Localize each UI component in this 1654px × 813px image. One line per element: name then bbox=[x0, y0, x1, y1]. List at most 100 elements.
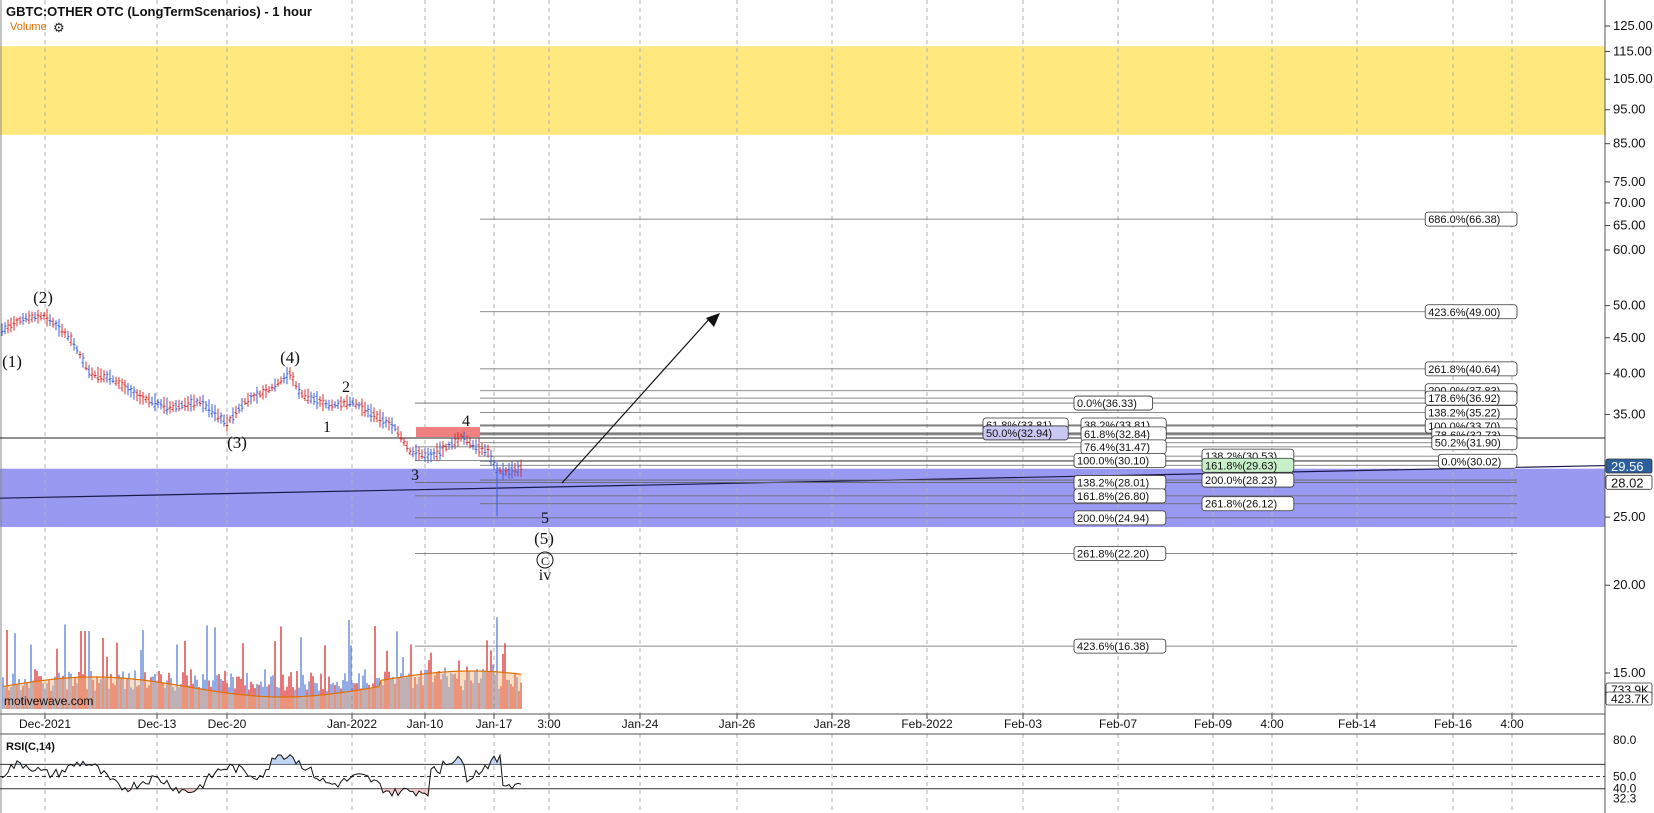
fib-label: 200.0%(24.94) bbox=[1077, 513, 1149, 525]
y-tick-label: 60.00 bbox=[1613, 242, 1646, 257]
fib-label: 261.8%(40.64) bbox=[1428, 364, 1500, 376]
y-tick-label: 95.00 bbox=[1613, 102, 1646, 117]
rsi-axis-label: 50.0 bbox=[1613, 770, 1637, 784]
wave-label: (4) bbox=[280, 348, 300, 367]
x-tick-label: Jan-24 bbox=[622, 717, 659, 731]
x-tick-label: Feb-2022 bbox=[901, 717, 953, 731]
y-tick-label: 45.00 bbox=[1613, 330, 1646, 345]
volume-avg-line bbox=[2, 670, 522, 698]
fib-label: 138.2%(28.01) bbox=[1077, 477, 1149, 489]
x-tick-label: Feb-14 bbox=[1338, 717, 1376, 731]
fib-label: 100.0%(30.10) bbox=[1077, 455, 1149, 467]
x-tick-label: Jan-2022 bbox=[327, 717, 377, 731]
price-tag-box bbox=[1605, 458, 1653, 474]
fib-label: 161.8%(29.63) bbox=[1205, 460, 1277, 472]
fib-label-box bbox=[1424, 304, 1518, 320]
fib-label: 50.0%(32.94) bbox=[986, 428, 1052, 440]
y-tick-label: 50.00 bbox=[1613, 298, 1646, 313]
wave-c-circle bbox=[536, 551, 554, 569]
fib-label: 178.6%(36.92) bbox=[1428, 393, 1500, 405]
rsi-axis-label: 80.0 bbox=[1613, 733, 1637, 747]
wave-label: (2) bbox=[33, 288, 53, 307]
watermark: motivewave.com bbox=[4, 694, 94, 708]
fib-label-box bbox=[1431, 435, 1518, 451]
fib-label: 261.8%(26.12) bbox=[1205, 499, 1277, 511]
wave-label: C bbox=[541, 554, 549, 568]
gear-icon[interactable]: ⚙ bbox=[53, 20, 65, 35]
blue-support-zone bbox=[0, 468, 1605, 528]
fib-label-box bbox=[1201, 496, 1295, 512]
y-tick-label: 105.00 bbox=[1613, 71, 1653, 86]
volume-avg-area bbox=[3, 671, 522, 709]
y-tick-label: 35.00 bbox=[1613, 406, 1646, 421]
rsi-oversold-fill bbox=[2, 788, 522, 796]
fib-label-box bbox=[1073, 395, 1153, 411]
rsi-axis-label: 40.0 bbox=[1613, 782, 1637, 796]
rsi-title: RSI(C,14) bbox=[6, 741, 55, 753]
arrow-head bbox=[706, 313, 720, 327]
x-tick-label: Feb-16 bbox=[1434, 717, 1472, 731]
chart-title: GBTC:OTHER OTC (LongTermScenarios) - 1 h… bbox=[6, 4, 312, 19]
price-tag: 29.56 bbox=[1611, 459, 1644, 474]
fib-label-box bbox=[1073, 545, 1167, 561]
fib-label: 161.8%(26.80) bbox=[1077, 491, 1149, 503]
volume-label[interactable]: Volume bbox=[10, 21, 47, 33]
wave-label: 2 bbox=[342, 379, 350, 396]
y-tick-label: 65.00 bbox=[1613, 218, 1646, 233]
fib-label: 76.4%(31.47) bbox=[1084, 442, 1150, 454]
fib-label-box bbox=[1073, 453, 1167, 468]
x-tick-label: 4:00 bbox=[1500, 717, 1524, 731]
x-tick-label: Dec-20 bbox=[208, 717, 247, 731]
fib-label-box bbox=[1073, 510, 1167, 526]
wave-label: iv bbox=[539, 567, 551, 584]
x-tick-label: Feb-07 bbox=[1099, 717, 1137, 731]
fib-label-box bbox=[982, 425, 1069, 441]
rsi-axis-label: 32.3 bbox=[1613, 791, 1637, 805]
fib-label-box bbox=[1424, 211, 1518, 227]
trendline bbox=[0, 464, 1606, 499]
y-tick-label: 25.00 bbox=[1613, 509, 1646, 524]
price-tag: 28.02 bbox=[1611, 475, 1644, 490]
wave-label: 4 bbox=[462, 413, 470, 430]
projection-arrow bbox=[561, 315, 713, 484]
fib-label-box bbox=[1201, 472, 1295, 488]
fib-label-box bbox=[1073, 488, 1167, 504]
wave-label: (1) bbox=[2, 352, 22, 371]
wave-label: (5) bbox=[534, 529, 554, 548]
y-tick-label: 115.00 bbox=[1613, 43, 1652, 58]
fib-label: 423.6%(16.38) bbox=[1077, 641, 1149, 653]
fib-label: 200.0%(28.23) bbox=[1205, 475, 1277, 487]
red-marker-box bbox=[416, 427, 480, 437]
y-tick-label: 20.00 bbox=[1613, 577, 1646, 592]
fib-label: 423.6%(49.00) bbox=[1428, 307, 1500, 319]
x-tick-label: 4:00 bbox=[1260, 717, 1284, 731]
x-tick-label: Feb-09 bbox=[1194, 717, 1232, 731]
fib-label-box bbox=[1438, 453, 1518, 469]
volume-tag-box bbox=[1605, 691, 1653, 706]
y-tick-label: 125.00 bbox=[1613, 18, 1653, 33]
fib-label: 61.8%(32.84) bbox=[1084, 429, 1150, 441]
wave-label: 1 bbox=[323, 419, 331, 436]
x-tick-label: Dec-13 bbox=[138, 717, 177, 731]
wave-label: (3) bbox=[227, 433, 247, 452]
yellow-target-zone bbox=[0, 46, 1605, 135]
fib-label-box bbox=[1201, 457, 1295, 473]
x-tick-label: Jan-17 bbox=[476, 717, 513, 731]
wave-label: 5 bbox=[541, 510, 549, 527]
fib-label-box bbox=[1073, 638, 1167, 654]
wave-label: 3 bbox=[411, 467, 419, 484]
fib-label-box bbox=[1424, 361, 1518, 377]
price-bars bbox=[0, 308, 523, 480]
x-tick-label: Jan-26 bbox=[719, 717, 756, 731]
y-tick-label: 75.00 bbox=[1613, 174, 1646, 189]
volume-tag: 423.7K bbox=[1611, 692, 1649, 706]
x-tick-label: Jan-28 bbox=[814, 717, 851, 731]
y-tick-label: 15.00 bbox=[1613, 665, 1646, 680]
fib-label: 50.2%(31.90) bbox=[1435, 438, 1501, 450]
price-tag-box bbox=[1605, 474, 1653, 490]
rsi-line bbox=[1, 753, 522, 797]
y-tick-label: 40.00 bbox=[1613, 366, 1646, 381]
x-tick-label: Dec-2021 bbox=[19, 717, 71, 731]
